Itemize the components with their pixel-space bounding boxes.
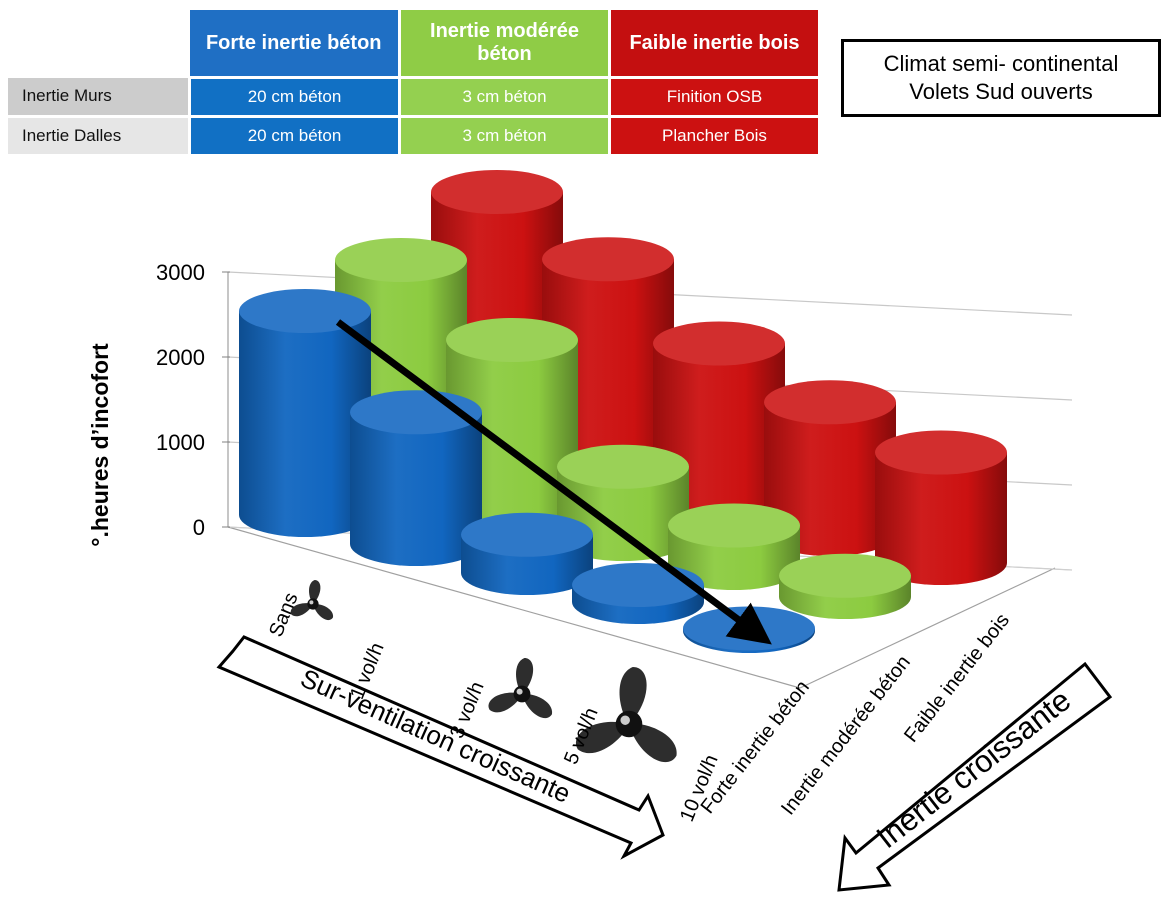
fan-blade	[488, 692, 522, 713]
legend-header-row: Forte inertie béton Inertie modérée béto…	[8, 10, 821, 79]
cylinder-body	[350, 412, 482, 566]
fan-icon-small	[290, 580, 333, 621]
legend-cell: 20 cm béton	[189, 77, 401, 118]
ventilation-arrow-label: Sur-ventilation croissante	[296, 663, 575, 809]
fan-icon-large	[576, 667, 677, 763]
cylinder-top	[239, 289, 371, 333]
legend-cell: 3 cm béton	[399, 77, 611, 118]
legend-row-dalles: Inertie Dalles 20 cm béton 3 cm béton Pl…	[8, 116, 821, 157]
y-tick-label: 3000	[156, 260, 205, 285]
volets-line: Volets Sud ouverts	[909, 79, 1093, 104]
climate-line: Climat semi- continental	[883, 51, 1119, 76]
legend-header-faible: Faible inertie bois	[609, 10, 821, 79]
x-axis-line	[227, 526, 801, 689]
legend-cell: Plancher Bois	[609, 116, 821, 157]
legend-table: Forte inertie béton Inertie modérée béto…	[8, 10, 821, 157]
y-axis-title: °.heures d’incofort	[87, 343, 113, 547]
legend-corner	[8, 10, 190, 78]
depth-axis-line	[799, 567, 1056, 689]
y-tick-label: 1000	[156, 430, 205, 455]
y-tick-label: 2000	[156, 345, 205, 370]
fan-hub	[615, 710, 643, 738]
cylinder-bar	[875, 430, 1007, 585]
fan-blade	[516, 658, 534, 694]
cylinder-top	[668, 503, 800, 548]
fan-hub	[307, 598, 319, 610]
cylinder-body	[764, 402, 896, 556]
legend-row-label: Inertie Murs	[8, 77, 191, 118]
fan-hub-highlight	[309, 600, 314, 605]
inertia-arrow-label: Inertie croissante	[870, 682, 1078, 855]
trend-arrow	[335, 319, 772, 645]
cylinder-top	[542, 237, 674, 282]
legend-header-moderee: Inertie modérée béton	[399, 10, 611, 79]
fan-icon-medium	[488, 658, 552, 719]
legend-header-forte: Forte inertie béton	[189, 10, 401, 79]
cylinder-top	[572, 563, 704, 607]
legend-row-label: Inertie Dalles	[8, 116, 191, 157]
fan-blade	[313, 603, 333, 621]
climate-box: Climat semi- continental Volets Sud ouve…	[841, 39, 1161, 117]
cylinder-body	[875, 452, 1007, 585]
cylinder-top	[557, 444, 689, 489]
cylinder-top	[764, 380, 896, 425]
cylinder-top	[461, 512, 593, 557]
legend-cell: Finition OSB	[609, 77, 821, 118]
chart-overlay	[216, 319, 1113, 892]
series-depth-label: Faible inertie bois	[900, 610, 1014, 747]
legend-cell: 20 cm béton	[189, 116, 401, 157]
fan-hub-highlight	[516, 688, 523, 695]
y-tick-label: 0	[193, 515, 205, 540]
cylinder-top	[875, 430, 1007, 475]
fan-blade	[619, 667, 647, 724]
cylinder-bar	[461, 512, 593, 595]
fan-hub-highlight	[620, 715, 630, 725]
cylinder-top	[335, 238, 467, 282]
cylinder-top	[446, 318, 578, 362]
cylinder-top	[653, 321, 785, 366]
legend-cell: 3 cm béton	[399, 116, 611, 157]
fan-blade	[629, 723, 677, 763]
cylinder-bar	[764, 380, 896, 556]
fan-blade	[522, 693, 552, 719]
fan-hub	[513, 685, 531, 703]
cylinder-top	[431, 170, 563, 214]
cylinder-bar	[239, 289, 371, 537]
cylinder-bar	[572, 563, 704, 624]
cylinder-body	[239, 311, 371, 537]
fan-blade	[576, 721, 629, 754]
fan-blade	[290, 603, 313, 617]
cylinder-bar	[779, 553, 911, 619]
cylinder-top	[779, 553, 911, 598]
series-depth-label: Inertie modérée béton	[777, 652, 915, 820]
cylinder-bar	[668, 503, 800, 590]
inertia-arrow	[837, 661, 1113, 892]
legend-row-murs: Inertie Murs 20 cm béton 3 cm béton Fini…	[8, 77, 821, 118]
fan-blade	[309, 580, 321, 604]
ventilation-arrow	[216, 635, 665, 860]
chart-bars	[239, 170, 1007, 653]
